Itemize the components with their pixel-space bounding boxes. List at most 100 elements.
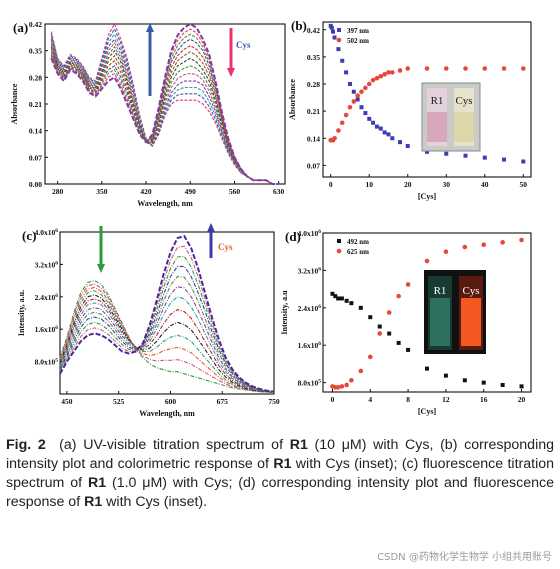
x-tick-label: 50 bbox=[520, 180, 528, 189]
data-point bbox=[382, 130, 387, 135]
series-line bbox=[59, 265, 275, 393]
x-tick-label: 30 bbox=[443, 180, 451, 189]
inset-label: Cys bbox=[455, 95, 472, 107]
caption-text: with Cys (inset). bbox=[102, 494, 208, 510]
y-tick-label: 4.0x106 bbox=[298, 229, 322, 238]
x-tick-label: 630 bbox=[273, 187, 285, 196]
x-tick-label: 750 bbox=[268, 397, 280, 406]
data-point bbox=[339, 296, 344, 301]
data-point bbox=[519, 237, 524, 243]
data-point bbox=[386, 310, 392, 315]
x-tick-label: 675 bbox=[217, 397, 229, 406]
data-point bbox=[444, 151, 449, 156]
data-point bbox=[371, 120, 376, 125]
data-point bbox=[351, 99, 357, 104]
caption-compound: R1 bbox=[84, 494, 103, 510]
data-point bbox=[363, 111, 368, 116]
panel-label: (c) bbox=[22, 228, 36, 243]
data-point bbox=[519, 384, 524, 389]
series-line bbox=[59, 286, 275, 393]
data-point bbox=[521, 159, 526, 164]
x-tick-label: 350 bbox=[96, 187, 108, 196]
series-line bbox=[59, 290, 275, 393]
x-tick-label: 12 bbox=[442, 395, 450, 404]
y-tick-label: 0.42 bbox=[307, 26, 320, 35]
data-point bbox=[347, 104, 353, 110]
data-point bbox=[387, 331, 392, 336]
annotation-cys: Cys bbox=[236, 40, 251, 50]
data-point bbox=[382, 72, 387, 77]
x-tick-label: 560 bbox=[229, 187, 241, 196]
series-line bbox=[50, 46, 279, 185]
legend-marker bbox=[337, 239, 341, 243]
vial-cys-solution bbox=[461, 298, 481, 346]
data-point bbox=[396, 293, 401, 299]
y-axis-label: Intensity, a.u bbox=[280, 290, 289, 335]
series-line bbox=[50, 27, 279, 185]
annotation-cys: Cys bbox=[218, 242, 233, 252]
data-point bbox=[335, 385, 341, 390]
caption-text: (a) UV-visible titration spectrum of bbox=[59, 437, 290, 453]
data-point bbox=[367, 354, 373, 360]
y-tick-label: 1.6x106 bbox=[298, 341, 322, 350]
y-tick-label: 3.2x106 bbox=[35, 260, 59, 269]
data-point bbox=[344, 382, 349, 388]
data-point bbox=[500, 240, 505, 245]
data-point bbox=[359, 105, 364, 110]
caption-label: Fig. 2 bbox=[6, 437, 46, 453]
data-point bbox=[481, 380, 486, 385]
plot-frame bbox=[322, 232, 532, 393]
y-axis-label: Absorbance bbox=[10, 83, 19, 124]
data-point bbox=[349, 378, 354, 383]
data-point bbox=[374, 124, 379, 129]
arrow-decrease-head bbox=[97, 264, 105, 273]
arrow-increase-head bbox=[207, 223, 215, 232]
data-point bbox=[347, 82, 352, 86]
series-line bbox=[59, 234, 275, 393]
data-point bbox=[332, 135, 337, 141]
x-tick-label: 20 bbox=[518, 395, 526, 404]
data-point bbox=[390, 70, 395, 75]
data-point bbox=[332, 35, 337, 40]
legend-label: 492 nm bbox=[347, 238, 369, 246]
data-point bbox=[340, 58, 345, 63]
vial-r1-solution bbox=[427, 112, 447, 142]
data-point bbox=[406, 347, 411, 352]
data-point bbox=[482, 66, 488, 71]
vial-cys-solution bbox=[454, 112, 474, 142]
inset-label: Cys bbox=[462, 285, 479, 297]
data-point bbox=[344, 298, 349, 303]
legend-marker bbox=[337, 28, 341, 32]
data-point bbox=[355, 97, 360, 102]
data-point bbox=[331, 29, 336, 34]
series-line bbox=[59, 280, 275, 393]
data-point bbox=[443, 373, 448, 378]
data-point bbox=[424, 258, 430, 264]
arrow-decrease-head bbox=[227, 68, 235, 77]
y-tick-label: 0.35 bbox=[307, 53, 320, 62]
data-point bbox=[336, 47, 341, 52]
caption-compound: R1 bbox=[273, 456, 292, 472]
y-tick-label: 0.28 bbox=[29, 73, 42, 82]
y-axis-label: Intensity, a.u. bbox=[17, 290, 26, 336]
data-point bbox=[368, 315, 373, 320]
x-tick-label: 280 bbox=[52, 187, 64, 196]
data-point bbox=[463, 153, 468, 158]
series-line bbox=[59, 286, 275, 393]
data-point bbox=[520, 66, 526, 71]
inset-label: R1 bbox=[434, 285, 447, 297]
data-point bbox=[425, 149, 429, 154]
data-point bbox=[330, 291, 335, 296]
data-point bbox=[358, 368, 364, 374]
y-tick-label: 0.42 bbox=[29, 20, 42, 29]
data-point bbox=[336, 128, 341, 133]
data-point bbox=[396, 340, 401, 345]
caption-compound: R1 bbox=[87, 475, 107, 491]
x-tick-label: 450 bbox=[61, 397, 73, 406]
data-point bbox=[339, 384, 345, 389]
series-line bbox=[59, 245, 275, 393]
inset-label: R1 bbox=[431, 95, 444, 107]
x-axis-label: [Cys] bbox=[418, 407, 437, 416]
y-tick-label: 1.6x106 bbox=[35, 325, 59, 334]
data-point bbox=[349, 301, 354, 306]
